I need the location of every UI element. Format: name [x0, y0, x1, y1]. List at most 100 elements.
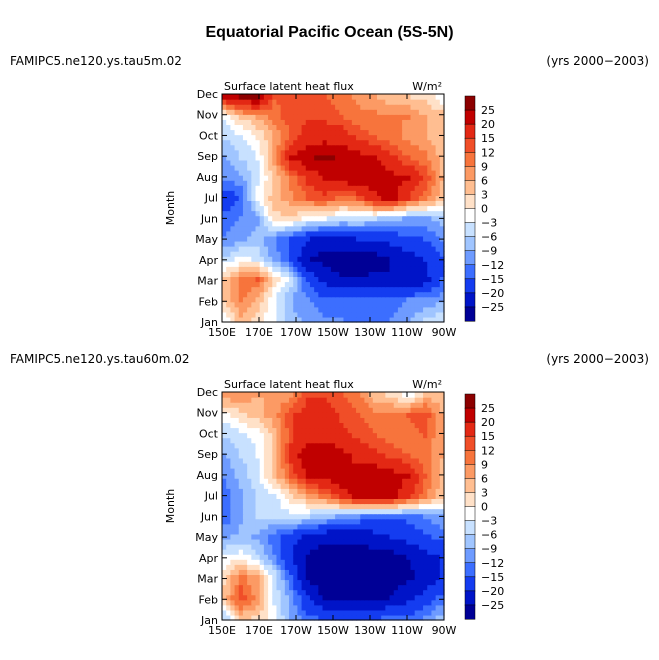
heatmap-cell	[381, 407, 386, 413]
heatmap-cell	[381, 468, 386, 474]
heatmap-cell	[397, 473, 403, 479]
heatmap-cell	[293, 200, 298, 207]
heatmap-cell	[314, 579, 319, 586]
heatmap-cell	[393, 114, 399, 120]
x-tick-label: 90W	[432, 624, 457, 637]
heatmap-cell	[439, 437, 445, 444]
heatmap-cell	[402, 256, 407, 262]
heatmap-cell	[402, 240, 407, 247]
heatmap-cell	[406, 164, 412, 171]
heatmap-cell	[238, 508, 244, 515]
heatmap-cell	[230, 462, 236, 469]
heatmap-cell	[226, 119, 231, 125]
heatmap-cell	[372, 175, 378, 181]
heatmap-cell	[351, 503, 357, 510]
heatmap-cell	[280, 609, 286, 616]
heatmap-cell	[322, 164, 328, 171]
heatmap-cell	[431, 473, 437, 479]
heatmap-cell	[364, 574, 370, 581]
heatmap-cell	[372, 518, 378, 525]
heatmap-cell	[238, 210, 244, 217]
heatmap-cell	[381, 129, 386, 136]
heatmap-cell	[364, 468, 370, 474]
heatmap-cell	[397, 170, 403, 176]
heatmap-cell	[360, 452, 366, 459]
heatmap-cell	[356, 528, 361, 535]
heatmap-cell	[410, 271, 416, 277]
heatmap-cell	[268, 296, 273, 303]
heatmap-cell	[339, 468, 345, 474]
heatmap-cell	[280, 170, 286, 176]
heatmap-cell	[347, 291, 353, 298]
heatmap-cell	[272, 164, 278, 171]
heatmap-cell	[330, 478, 336, 484]
heatmap-cell	[280, 544, 286, 550]
heatmap-cell	[402, 200, 407, 207]
heatmap-cell	[356, 271, 361, 277]
heatmap-cell	[247, 614, 252, 621]
heatmap-cell	[230, 139, 236, 146]
heatmap-cell	[276, 503, 282, 510]
heatmap-cell	[335, 316, 340, 323]
heatmap-cell	[309, 124, 315, 131]
heatmap-cell	[427, 538, 433, 545]
heatmap-cell	[259, 301, 265, 308]
heatmap-cell	[301, 483, 307, 489]
heatmap-cell	[255, 518, 261, 525]
heatmap-cell	[347, 473, 353, 479]
heatmap-cell	[297, 417, 303, 423]
heatmap-cell	[376, 392, 382, 398]
heatmap-cell	[339, 296, 345, 303]
heatmap-cell	[326, 508, 332, 515]
heatmap-cell	[322, 569, 328, 575]
heatmap-cell	[272, 210, 278, 217]
heatmap-cell	[410, 468, 416, 474]
heatmap-cell	[343, 584, 349, 591]
heatmap-cell	[322, 256, 328, 262]
heatmap-cell	[389, 175, 395, 181]
heatmap-cell	[351, 276, 357, 283]
heatmap-cell	[268, 549, 273, 555]
heatmap-cell	[439, 240, 445, 247]
heatmap-cell	[343, 109, 349, 115]
heatmap-cell	[423, 614, 428, 621]
heatmap-cell	[330, 175, 336, 181]
heatmap-cell	[431, 559, 437, 565]
heatmap-cell	[418, 442, 424, 449]
heatmap-cell	[402, 235, 407, 242]
heatmap-cell	[360, 483, 366, 489]
heatmap-cell	[238, 154, 244, 161]
heatmap-cell	[263, 220, 269, 227]
colorbar-swatch	[464, 208, 476, 224]
heatmap-cell	[435, 422, 441, 429]
heatmap-cell	[314, 508, 319, 515]
heatmap-cell	[284, 457, 290, 464]
heatmap-cell	[242, 457, 248, 464]
heatmap-cell	[393, 523, 399, 530]
heatmap-cell	[360, 473, 366, 479]
heatmap-cell	[397, 584, 403, 591]
heatmap-cell	[238, 599, 244, 606]
heatmap-cell	[427, 599, 433, 606]
heatmap-cell	[406, 508, 412, 515]
heatmap-cell	[368, 554, 374, 560]
heatmap-cell	[247, 518, 252, 525]
heatmap-cell	[364, 129, 370, 136]
heatmap-cell	[431, 589, 437, 596]
heatmap-cell	[381, 412, 386, 418]
heatmap-cell	[414, 154, 420, 161]
heatmap-cell	[314, 412, 319, 418]
heatmap-cell	[226, 554, 231, 560]
heatmap-cell	[263, 235, 269, 242]
heatmap-cell	[435, 544, 441, 550]
heatmap-cell	[385, 210, 391, 217]
heatmap-cell	[385, 271, 391, 277]
heatmap-cell	[284, 159, 290, 166]
heatmap-cell	[343, 392, 349, 398]
heatmap-cell	[389, 215, 395, 222]
heatmap-cell	[427, 407, 433, 413]
heatmap-cell	[326, 185, 332, 191]
heatmap-cell	[234, 296, 240, 303]
heatmap-cell	[276, 462, 282, 469]
heatmap-cell	[251, 175, 257, 181]
